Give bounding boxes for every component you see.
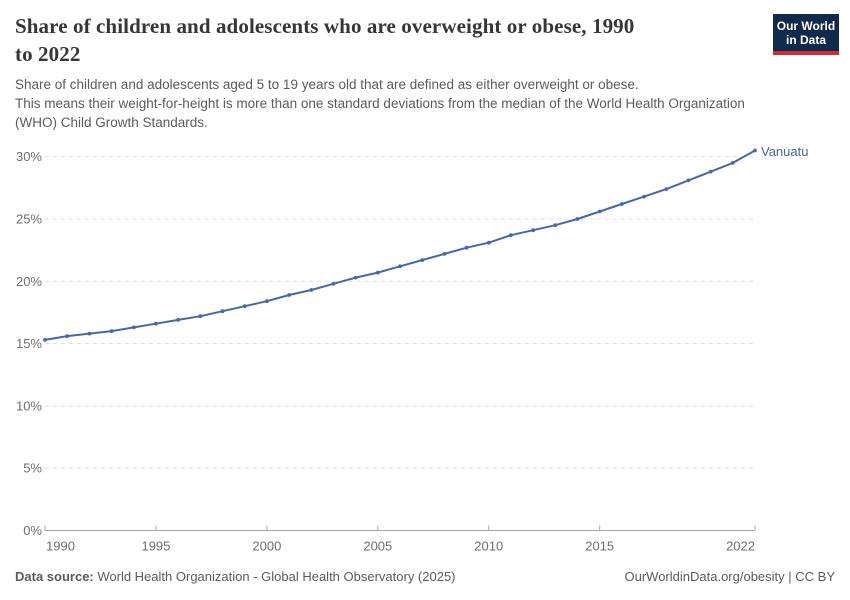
x-axis-tick-label: 2022 [726,539,755,554]
data-point [686,178,691,183]
page-title-line-1: Share of children and adolescents who ar… [15,14,635,38]
data-source-label: Data source: [15,569,94,584]
subtitle-line-3: (WHO) Child Growth Standards. [15,115,208,130]
data-line-vanuatu [44,149,756,341]
data-point [420,258,425,262]
x-axis-tick-label: 2000 [252,539,281,554]
y-axis-tick-label: 20% [16,274,42,289]
chart-subtitle: Share of children and adolescents aged 5… [15,75,835,132]
data-point [87,331,92,336]
data-point [154,321,158,326]
data-point [176,318,181,322]
subtitle-line-2: This means their weight-for-height is mo… [15,96,745,111]
data-source-text: World Health Organization - Global Healt… [93,569,456,584]
x-axis-tick-label: 2015 [585,539,614,554]
data-point [287,293,291,297]
data-point [553,223,558,228]
data-point [265,299,269,304]
owid-logo-text-line-1: Our World [776,18,836,33]
data-point [620,202,624,206]
y-axis-tick-label: 10% [16,398,42,413]
data-point [109,329,114,333]
x-axis-tick-label: 2010 [474,539,503,554]
data-point [398,264,402,269]
data-point [43,338,47,342]
owid-logo-box: Our World in Data [773,14,839,51]
y-axis-tick-label: 25% [16,212,42,227]
data-source-note: Data source: World Health Organization -… [15,569,456,584]
subtitle-line-1: Share of children and adolescents aged 5… [15,77,639,92]
data-point [375,270,380,275]
data-point [509,233,513,238]
x-axis-tick-label: 1995 [141,539,170,554]
page-title: Share of children and adolescents who ar… [15,12,765,68]
license-credit[interactable]: OurWorldinData.org/obesity | CC BY [624,569,836,584]
owid-logo-text-line-2: in Data [785,32,826,47]
data-point [309,288,314,292]
data-point [131,325,136,330]
data-point [353,275,358,280]
owid-logo: Our World in Data [773,14,839,55]
data-point [531,228,535,233]
data-point [597,209,602,214]
data-point [331,281,336,286]
data-point [220,309,225,314]
y-axis-tick-label: 0% [23,523,42,538]
y-axis-tick-label: 30% [16,149,42,164]
page-title-line-2: to 2022 [15,42,81,66]
data-point [442,252,447,256]
x-axis-tick-label: 1990 [46,539,75,554]
data-point [198,314,203,319]
data-point [575,217,580,221]
y-axis-tick-label: 5% [23,461,42,476]
line-chart-svg: 0% 5% 10% 15% 20% 25% 30% 1990 1995 2000 2005 2010 2… [16,144,809,554]
data-point [708,169,713,174]
data-point [730,161,735,165]
x-axis-tick-label: 2005 [363,539,392,554]
data-point [486,240,491,245]
series-end-label[interactable]: Vanuatu [761,144,808,159]
data-point [464,245,469,250]
data-point [664,187,669,191]
data-point [642,194,646,199]
data-point [242,304,247,309]
owid-logo-red-stripe [773,51,839,55]
chart-footer: Data source: World Health Organization -… [15,569,835,584]
y-axis-tick-label: 15% [16,336,42,351]
line-chart: 0% 5% 10% 15% 20% 25% 30% 1990 1995 2000 2005 2010 2… [0,135,850,560]
data-point [753,148,757,153]
data-point [65,334,70,338]
